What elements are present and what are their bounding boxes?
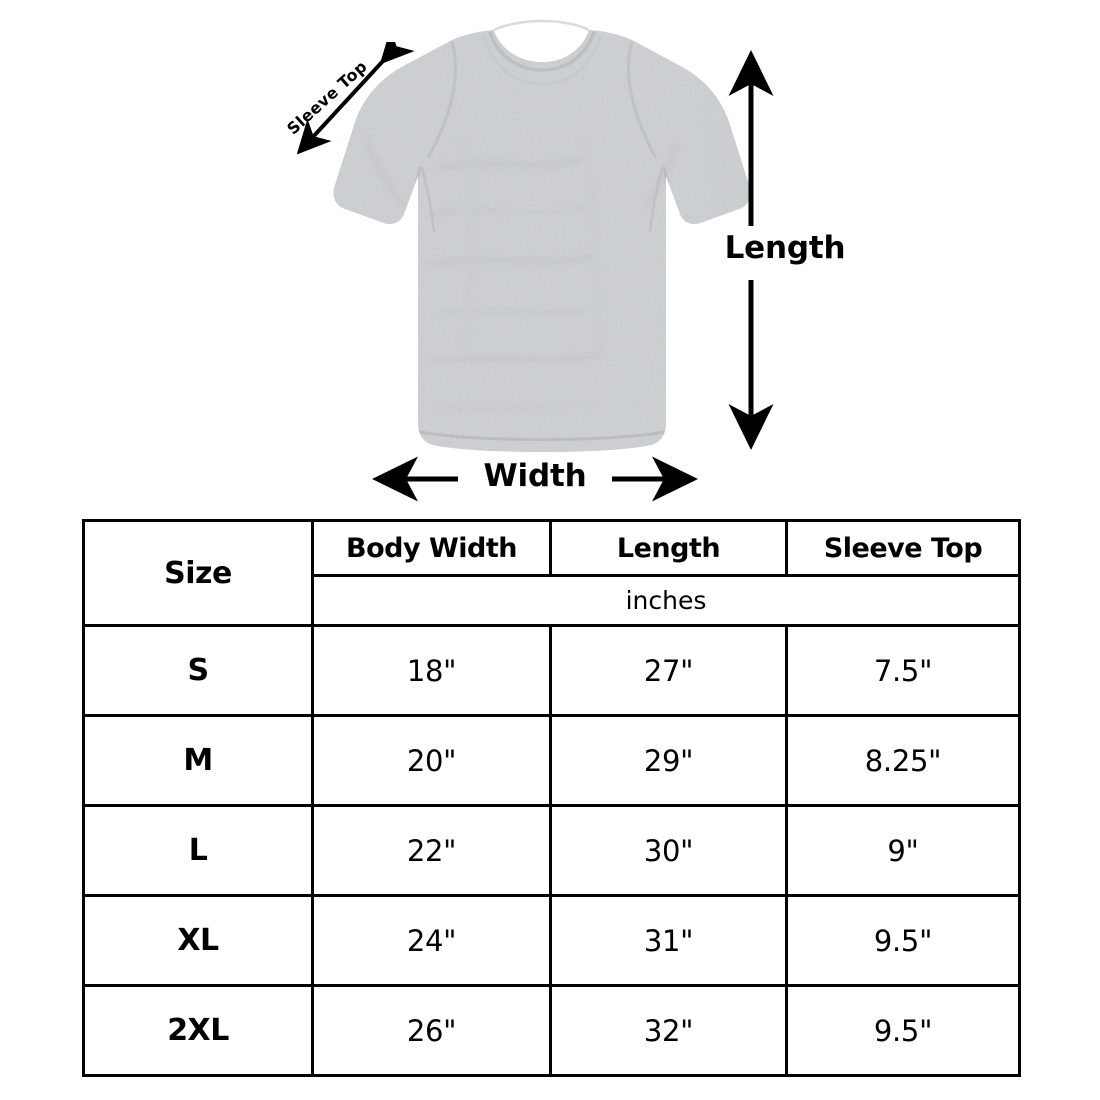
row-s-sleeve-top: 7.5" [785,624,1021,717]
header-sleeve-top: Sleeve Top [785,519,1021,577]
row-2xl-body-width: 26" [311,984,552,1077]
row-size-s: S [82,624,314,717]
row-xl-sleeve-top: 9.5" [785,894,1021,987]
row-size-xl: XL [82,894,314,987]
row-size-2xl: 2XL [82,984,314,1077]
row-s-length: 27" [549,624,788,717]
row-m-length: 29" [549,714,788,807]
length-label: Length [724,230,846,266]
width-label: Width [483,458,587,494]
fabric-wrinkles [361,135,681,412]
row-m-sleeve-top: 8.25" [785,714,1021,807]
row-l-sleeve-top: 9" [785,804,1021,897]
length-annotation: Length [690,40,880,460]
row-m-body-width: 20" [311,714,552,807]
row-size-l: L [82,804,314,897]
neckline [482,19,602,86]
row-size-m: M [82,714,314,807]
row-s-body-width: 18" [311,624,552,717]
row-xl-length: 31" [549,894,788,987]
sleeve-top-annotation: Sleeve Top [276,28,416,172]
shoulder-seams [426,41,658,159]
width-annotation: Width [360,452,710,508]
table-row: 2XL 26" 32" 9.5" [82,984,1021,1077]
length-arrow-icon [728,50,774,450]
size-chart-table-container: Size Body Width Length Sleeve Top inches… [82,519,1021,1077]
header-body-width: Body Width [311,519,552,577]
row-xl-body-width: 24" [311,894,552,987]
width-arrow-icon [372,456,698,502]
table-header-row-2: inches [84,574,1021,627]
row-2xl-length: 32" [549,984,788,1077]
table-row: S 18" 27" 7.5" [82,624,1021,717]
row-l-body-width: 22" [311,804,552,897]
row-l-length: 30" [549,804,788,897]
table-row: M 20" 29" 8.25" [82,714,1021,807]
table-row: L 22" 30" 9" [82,804,1021,897]
sleeve-top-arrow-icon [296,28,415,155]
size-chart-table: Size Body Width Length Sleeve Top inches… [82,519,1021,1077]
header-length: Length [549,519,788,577]
garment-diagram: Sleeve Top Length [0,0,1100,510]
unit-row-inches: inches [311,574,1021,627]
table-header-row-1: Size Body Width Length Sleeve Top [82,519,1021,627]
row-2xl-sleeve-top: 9.5" [785,984,1021,1077]
bottom-hem [418,430,666,441]
header-size: Size [82,519,314,627]
table-row: XL 24" 31" 9.5" [82,894,1021,987]
